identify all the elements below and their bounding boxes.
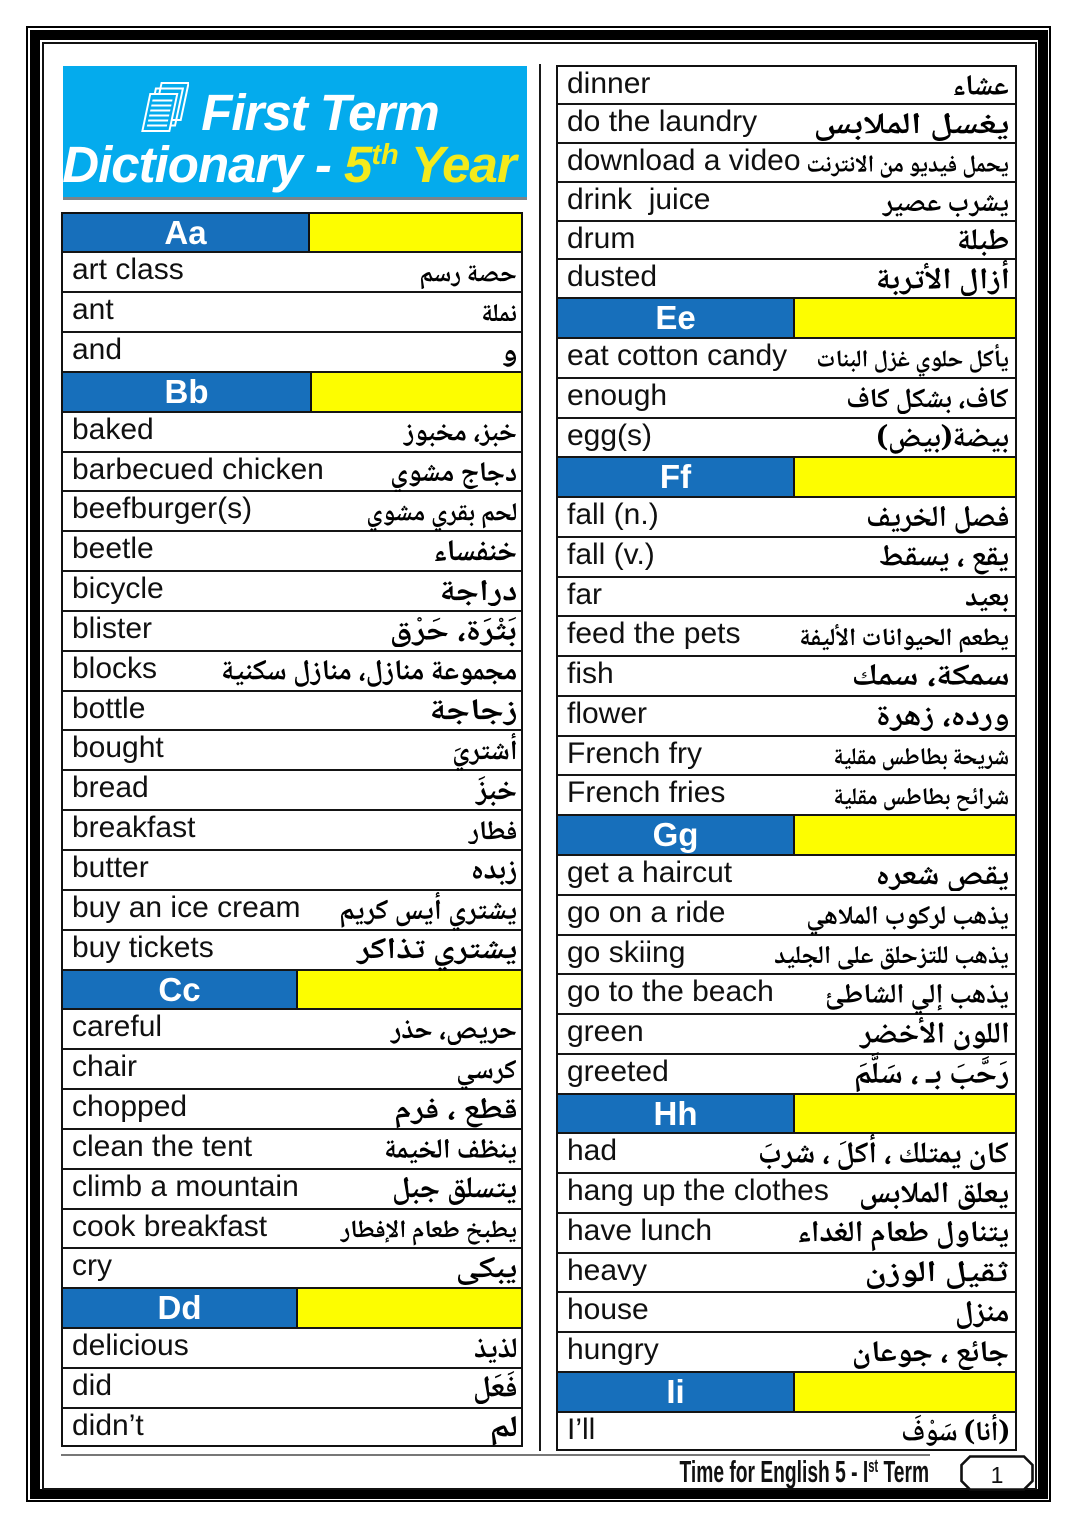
svg-text:1: 1 [991,1462,1004,1488]
